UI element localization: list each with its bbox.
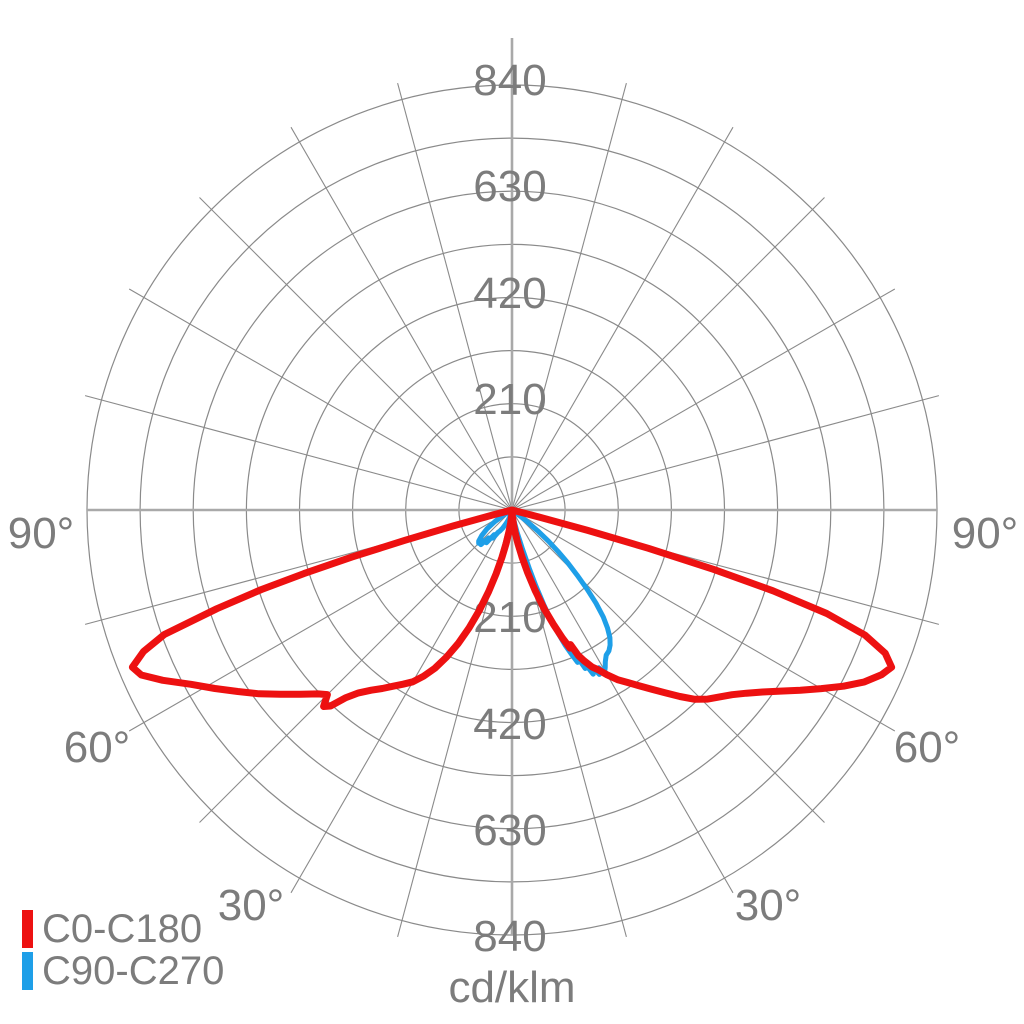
curve-c0-c180 [128,506,896,710]
grid-radial-line [199,197,513,511]
legend-swatch-c90-c270 [22,952,33,990]
angle-label-left-90: 90° [8,509,75,558]
angle-label-left-60: 60° [64,723,131,772]
angle-label-right-90: 90° [952,509,1019,558]
unit-label: cd/klm [448,963,575,1012]
legend: C0-C180 C90-C270 [22,908,224,992]
radial-tick-label-bottom: 420 [473,700,546,749]
grid-radial-line [199,509,513,823]
radial-tick-label-top: 420 [473,269,546,318]
grid-radial-line [511,395,940,511]
legend-label-c90-c270: C90-C270 [42,949,225,993]
grid-radial-line [511,288,896,511]
legend-swatch-c0-c180 [22,910,33,948]
grid-radial-line [511,509,896,732]
grid-radial-line [290,126,513,511]
angle-label-right-60: 60° [894,723,961,772]
radial-tick-label-top: 210 [473,375,546,424]
grid-radial-line [84,395,513,511]
legend-item-c0-c180: C0-C180 [22,908,224,950]
grid-radial-line [397,82,513,511]
legend-label-c0-c180: C0-C180 [42,907,203,951]
grid-radial-line [128,288,513,511]
radial-tick-label-top: 630 [473,162,546,211]
radial-tick-label-top: 840 [473,56,546,105]
grid-radial-line [511,126,734,511]
grid-radial-line [511,82,627,511]
radial-tick-label-bottom: 630 [473,806,546,855]
grid-radial-line [511,509,734,894]
legend-item-c90-c270: C90-C270 [22,950,224,992]
radial-tick-label-bottom: 840 [473,912,546,961]
grid-radial-line [128,509,513,732]
angle-label-right-30: 30° [735,881,802,930]
grid-radial-line [511,197,825,511]
grid-radial-line [290,509,513,894]
angle-label-left-30: 30° [218,881,285,930]
